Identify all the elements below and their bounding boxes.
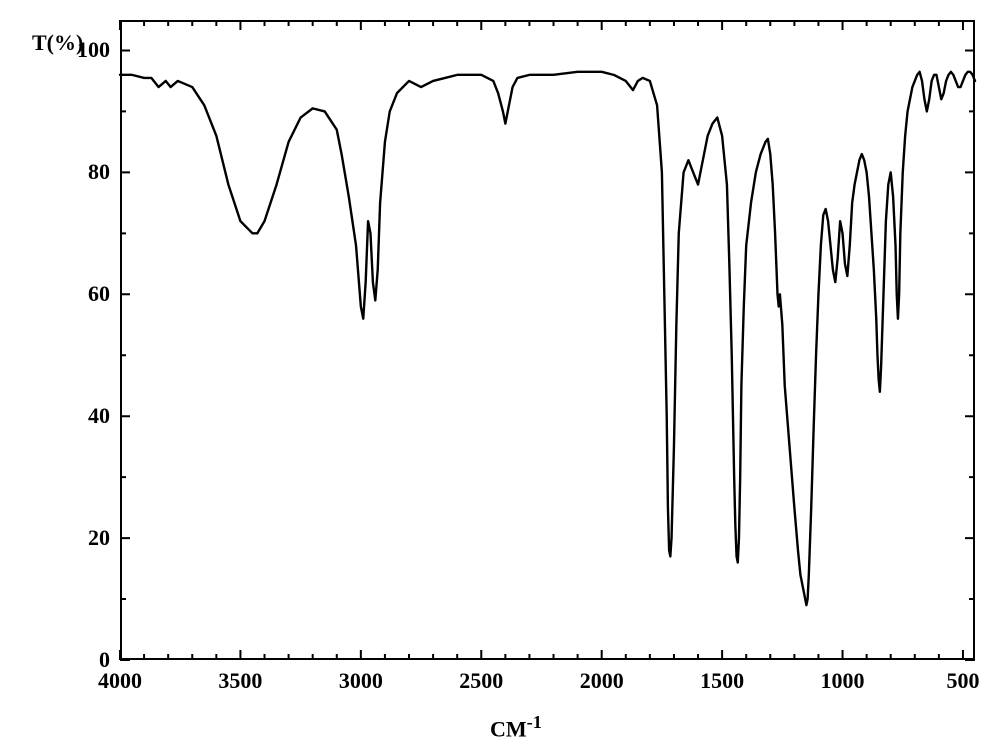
spectrum-line xyxy=(0,0,1000,744)
x-tick-label: 1000 xyxy=(815,668,871,694)
y-tick-label: 100 xyxy=(77,37,110,63)
y-tick-label: 0 xyxy=(99,647,110,673)
x-tick-label: 500 xyxy=(935,668,991,694)
ir-spectrum-chart: T(%) CM-1 400035003000250020001500100050… xyxy=(0,0,1000,744)
y-tick-label: 80 xyxy=(88,159,110,185)
y-tick-label: 20 xyxy=(88,525,110,551)
x-tick-label: 2000 xyxy=(574,668,630,694)
x-tick-label: 2500 xyxy=(453,668,509,694)
x-tick-label: 1500 xyxy=(694,668,750,694)
y-tick-label: 60 xyxy=(88,281,110,307)
x-tick-label: 3000 xyxy=(333,668,389,694)
y-tick-label: 40 xyxy=(88,403,110,429)
x-tick-label: 3500 xyxy=(212,668,268,694)
